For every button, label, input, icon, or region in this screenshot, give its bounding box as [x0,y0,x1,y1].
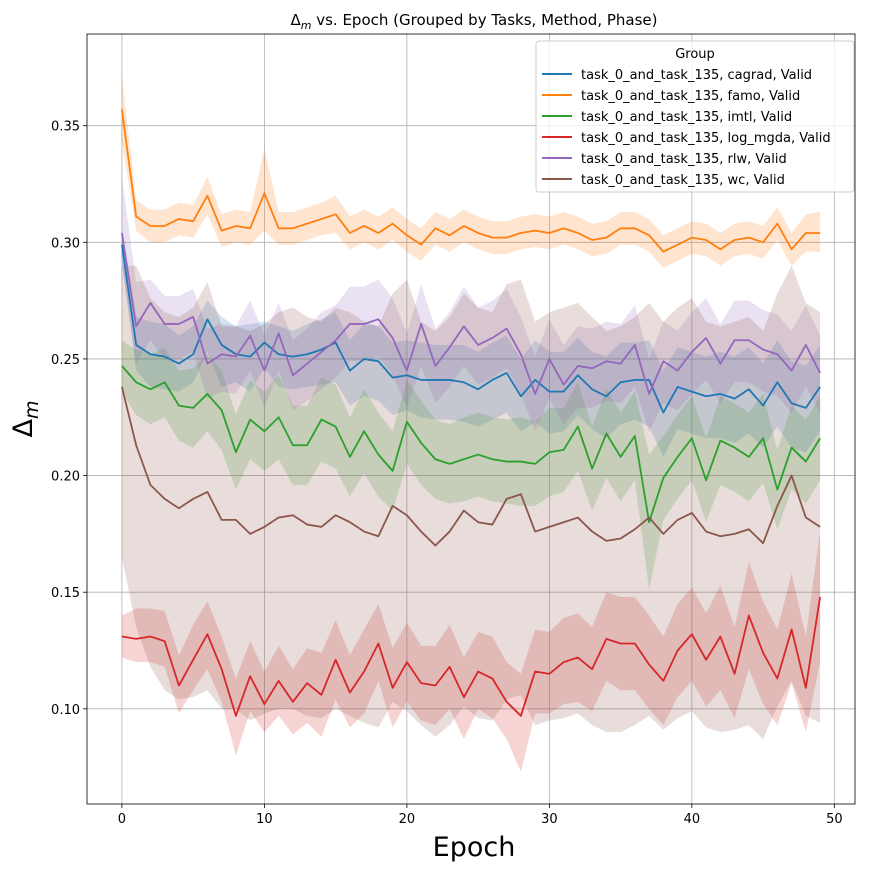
y-tick-label: 0.10 [51,703,80,718]
legend-box [535,40,855,193]
legend-label-wc: task_0_and_task_135, wc, Valid [581,173,785,188]
series-line-imtl [121,365,821,524]
x-tick-label: 0 [118,812,126,827]
y-tick-label: 0.35 [51,120,80,135]
legend-label-famo: task_0_and_task_135, famo, Valid [581,89,800,104]
legend-label-cagrad: task_0_and_task_135, cagrad, Valid [581,68,812,83]
series-line-log-mgda [121,596,821,717]
band-log-mgda [121,531,821,772]
series-line-wc [121,386,821,547]
series-line-rlw [121,232,821,395]
y-axis-label: Δm [8,401,43,438]
legend-label-log-mgda: task_0_and_task_135, log_mgda, Valid [581,131,831,146]
band-cagrad [121,228,821,457]
x-tick-label: 10 [256,812,273,827]
y-tick-label: 0.20 [51,470,80,485]
legend: Group task_0_and_task_135, cagrad, Valid… [535,40,855,193]
series-lines [121,109,821,717]
x-axis-label: Epoch [433,832,516,863]
x-tick-label: 50 [826,812,843,827]
plot-frame [86,33,856,805]
y-tick-label: 0.30 [51,236,80,251]
confidence-bands [121,76,821,772]
chart-title: Δm vs. Epoch (Grouped by Tasks, Method, … [290,11,657,32]
legend-label-imtl: task_0_and_task_135, imtl, Valid [581,110,792,125]
legend-label-rlw: task_0_and_task_135, rlw, Valid [581,152,787,167]
band-imtl [121,340,821,590]
series-line-famo [121,109,821,253]
x-tick-label: 30 [541,812,558,827]
legend-entries: task_0_and_task_135, cagrad, Valid task_0… [542,68,831,188]
axis-ticks: 0 10 20 30 40 50 0.10 0.15 0.20 0.25 0.30 0.35 [51,120,843,827]
y-tick-label: 0.15 [51,586,80,601]
x-tick-label: 20 [399,812,416,827]
band-rlw [121,176,821,432]
legend-title: Group [675,47,715,62]
band-famo [121,76,821,268]
y-tick-label: 0.25 [51,353,80,368]
x-tick-label: 40 [684,812,701,827]
